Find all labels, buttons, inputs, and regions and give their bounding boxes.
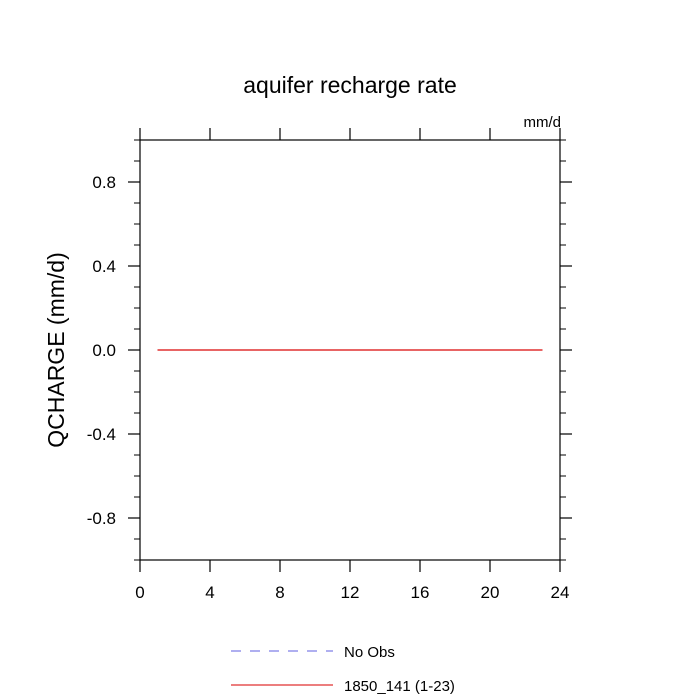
x-tick-label: 0 xyxy=(135,583,144,602)
y-axis-label: QCHARGE (mm/d) xyxy=(43,252,69,448)
y-tick-label: 0.4 xyxy=(92,257,116,276)
legend-label: 1850_141 (1-23) xyxy=(344,678,455,695)
y-tick-label: -0.4 xyxy=(87,425,116,444)
axis-ticks: 0 4 8 12 16 20 24 -0.8 -0.4 0.0 0.4 0.8 xyxy=(87,128,572,602)
x-tick-label: 24 xyxy=(551,583,570,602)
units-label: mm/d xyxy=(524,114,562,131)
x-tick-label: 16 xyxy=(411,583,430,602)
x-tick-label: 8 xyxy=(275,583,284,602)
y-tick-label: 0.0 xyxy=(92,341,116,360)
y-tick-label: 0.8 xyxy=(92,173,116,192)
legend: No Obs 1850_141 (1-23) xyxy=(231,644,455,695)
x-tick-label: 12 xyxy=(341,583,360,602)
x-tick-label: 4 xyxy=(205,583,214,602)
x-tick-label: 20 xyxy=(481,583,500,602)
y-tick-label: -0.8 xyxy=(87,509,116,528)
legend-label: No Obs xyxy=(344,644,395,661)
chart-title: aquifer recharge rate xyxy=(243,72,457,98)
